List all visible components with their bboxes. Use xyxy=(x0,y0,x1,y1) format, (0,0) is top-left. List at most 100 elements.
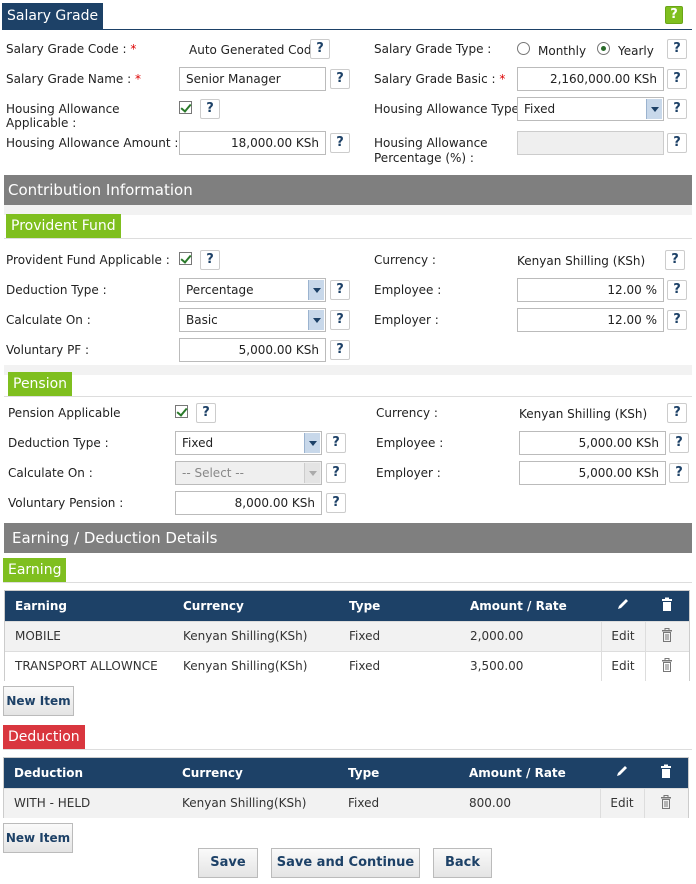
save-button[interactable]: Save xyxy=(198,848,258,878)
deduction-col-edit xyxy=(600,758,644,788)
housing-type-value: Fixed xyxy=(524,102,556,116)
housing-amount-input[interactable]: 18,000.00 KSh xyxy=(179,131,326,155)
type-yearly-radio[interactable] xyxy=(597,42,610,55)
type-help-icon[interactable]: ? xyxy=(667,39,687,59)
pension-applicable-help-icon[interactable]: ? xyxy=(196,403,216,423)
deduction-name: WITH - HELD xyxy=(4,787,172,818)
back-button[interactable]: Back xyxy=(433,848,492,878)
pension-employer-input[interactable]: 5,000.00 KSh xyxy=(519,461,666,485)
table-row: WITH - HELD Kenyan Shilling(KSh) Fixed 8… xyxy=(4,787,688,818)
code-help-icon[interactable]: ? xyxy=(310,39,330,59)
basic-help-icon[interactable]: ? xyxy=(667,69,687,89)
earning-col-edit xyxy=(601,591,645,621)
pencil-icon xyxy=(617,766,627,777)
pension-calculate-on-label: Calculate On : xyxy=(8,466,93,480)
deduction-col-amount: Amount / Rate xyxy=(459,758,600,788)
earning-new-item-button[interactable]: New Item xyxy=(3,686,74,716)
salary-grade-basic-input[interactable]: 2,160,000.00 KSh xyxy=(517,67,664,91)
housing-pct-input[interactable] xyxy=(517,131,664,155)
edit-link[interactable]: Edit xyxy=(600,650,645,681)
chevron-down-icon xyxy=(304,463,320,483)
salary-grade-code-label: Salary Grade Code : * xyxy=(6,42,137,56)
name-help-icon[interactable]: ? xyxy=(330,69,350,89)
pension-voluntary-label: Voluntary Pension : xyxy=(8,496,124,510)
delete-button[interactable] xyxy=(644,650,689,681)
page-help-icon[interactable]: ? xyxy=(665,6,683,24)
housing-pct-label-2: Percentage (%) : xyxy=(374,151,474,165)
salary-grade-basic-label: Salary Grade Basic : * xyxy=(374,72,506,86)
type-yearly-label: Yearly xyxy=(618,44,654,58)
pf-calculate-on-select[interactable]: Basic xyxy=(179,308,326,332)
pension-employee-help-icon[interactable]: ? xyxy=(669,433,689,453)
housing-amount-label: Housing Allowance Amount : xyxy=(6,136,179,150)
earning-col-currency: Currency xyxy=(173,591,339,621)
pension-deduction-type-value: Fixed xyxy=(182,436,214,450)
pension-calculate-on-help-icon[interactable]: ? xyxy=(326,463,346,483)
pension-employer-help-icon[interactable]: ? xyxy=(669,463,689,483)
pf-employee-label: Employee : xyxy=(374,283,442,297)
pf-employer-help-icon[interactable]: ? xyxy=(667,310,687,330)
deduction-col-currency: Currency xyxy=(172,758,338,788)
type-monthly-radio[interactable] xyxy=(517,42,530,55)
pf-deduction-type-label: Deduction Type : xyxy=(6,283,107,297)
save-and-continue-button[interactable]: Save and Continue xyxy=(271,848,420,878)
deduction-amount: 800.00 xyxy=(459,787,600,818)
housing-pct-help-icon[interactable]: ? xyxy=(667,133,687,153)
earning-col-delete xyxy=(645,591,689,621)
deduction-header-row: Deduction Currency Type Amount / Rate xyxy=(4,758,688,788)
delete-button[interactable] xyxy=(643,787,688,818)
housing-applicable-checkbox[interactable] xyxy=(179,101,192,114)
salary-grade-name-label: Salary Grade Name : * xyxy=(6,72,141,86)
pf-calculate-on-help-icon[interactable]: ? xyxy=(330,310,350,330)
pension-employee-input[interactable]: 5,000.00 KSh xyxy=(519,431,666,455)
pf-currency-help-icon[interactable]: ? xyxy=(665,250,685,270)
pf-employer-input[interactable]: 12.00 % xyxy=(517,308,664,332)
housing-type-select[interactable]: Fixed xyxy=(517,97,664,121)
pf-applicable-label: Provident Fund Applicable : xyxy=(6,253,170,267)
chevron-down-icon xyxy=(646,99,662,119)
edit-link[interactable]: Edit xyxy=(600,620,645,651)
pf-applicable-help-icon[interactable]: ? xyxy=(200,250,220,270)
pf-deduction-type-help-icon[interactable]: ? xyxy=(330,280,350,300)
chevron-down-icon xyxy=(308,310,324,330)
edit-link[interactable]: Edit xyxy=(599,787,644,818)
provident-fund-tab: Provident Fund xyxy=(6,214,121,238)
deduction-type: Fixed xyxy=(338,787,459,818)
salary-grade-type-label: Salary Grade Type : xyxy=(374,42,492,56)
earning-table: Earning Currency Type Amount / Rate MOBI… xyxy=(5,591,689,681)
deduction-col-delete xyxy=(644,758,688,788)
pf-voluntary-input[interactable]: 5,000.00 KSh xyxy=(179,338,326,362)
pension-currency-label: Currency : xyxy=(376,406,438,420)
pf-deduction-type-select[interactable]: Percentage xyxy=(179,278,326,302)
pension-voluntary-input[interactable]: 8,000.00 KSh xyxy=(175,491,322,515)
deduction-new-item-button[interactable]: New Item xyxy=(3,823,73,853)
pf-calculate-on-value: Basic xyxy=(186,313,218,327)
pf-employer-label: Employer : xyxy=(374,313,439,327)
earning-col-earning: Earning xyxy=(5,591,173,621)
earning-amount: 2,000.00 xyxy=(460,620,601,651)
housing-amount-help-icon[interactable]: ? xyxy=(330,133,350,153)
pension-calculate-on-value: -- Select -- xyxy=(182,466,244,480)
pension-voluntary-help-icon[interactable]: ? xyxy=(326,493,346,513)
table-row: MOBILE Kenyan Shilling(KSh) Fixed 2,000.… xyxy=(5,620,689,651)
pf-applicable-checkbox[interactable] xyxy=(179,252,192,265)
earning-name: TRANSPORT ALLOWNCE xyxy=(5,650,173,681)
salary-grade-name-input[interactable]: Senior Manager xyxy=(179,67,326,91)
housing-type-help-icon[interactable]: ? xyxy=(667,99,687,119)
pension-calculate-on-select[interactable]: -- Select -- xyxy=(175,461,322,485)
pf-voluntary-help-icon[interactable]: ? xyxy=(330,340,350,360)
deduction-currency: Kenyan Shilling(KSh) xyxy=(172,787,338,818)
pension-currency-help-icon[interactable]: ? xyxy=(667,403,687,423)
delete-button[interactable] xyxy=(644,620,689,651)
pension-deduction-type-select[interactable]: Fixed xyxy=(175,431,322,455)
pension-deduction-type-help-icon[interactable]: ? xyxy=(326,433,346,453)
trash-icon xyxy=(662,627,673,642)
housing-applicable-help-icon[interactable]: ? xyxy=(200,99,220,119)
pf-employee-help-icon[interactable]: ? xyxy=(667,280,687,300)
trash-icon xyxy=(661,764,671,779)
pension-deduction-type-label: Deduction Type : xyxy=(8,436,109,450)
pension-applicable-checkbox[interactable] xyxy=(175,405,188,418)
salary-grade-code-value: Auto Generated Code xyxy=(189,43,319,57)
pf-employee-input[interactable]: 12.00 % xyxy=(517,278,664,302)
earning-col-amount: Amount / Rate xyxy=(460,591,601,621)
